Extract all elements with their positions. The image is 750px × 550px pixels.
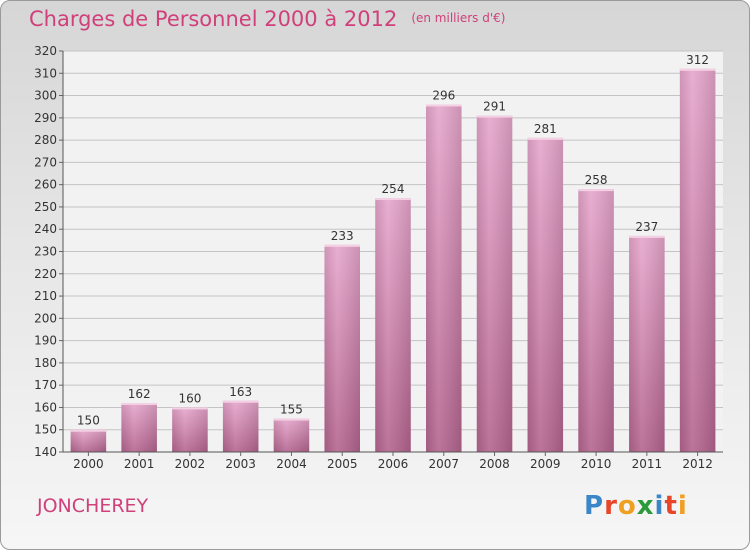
bar-top-edge xyxy=(527,137,564,140)
place-name: JONCHEREY xyxy=(37,495,149,517)
x-tick-label: 2006 xyxy=(378,457,409,471)
data-label: 281 xyxy=(534,122,557,136)
bar-top-edge xyxy=(679,68,716,71)
logo-letter: i xyxy=(654,491,665,521)
bar-top-edge xyxy=(222,400,259,403)
bar-shading xyxy=(629,235,665,452)
bar-shading xyxy=(172,407,208,452)
x-tick-label: 2010 xyxy=(581,457,612,471)
data-label: 237 xyxy=(635,220,658,234)
bar-top-edge xyxy=(172,407,208,410)
axes: 140 150 160 170 180 190 200 210 220 230 240 250 260 2… xyxy=(34,44,723,471)
y-tick-label: 250 xyxy=(34,200,57,214)
data-label: 254 xyxy=(382,182,405,196)
y-tick-label: 290 xyxy=(34,111,57,125)
x-tick-label: 2000 xyxy=(73,457,104,471)
data-label: 233 xyxy=(331,229,354,243)
bar-top-edge xyxy=(324,244,360,247)
bar-shading xyxy=(70,429,107,452)
title-text: Charges de Personnel 2000 à 2012 xyxy=(29,7,398,31)
bar-shading xyxy=(679,68,716,453)
logo-letter: P xyxy=(584,491,605,521)
y-tick-label: 280 xyxy=(34,133,57,147)
chart-title: Charges de Personnel 2000 à 2012 (en mill… xyxy=(29,7,505,31)
bar-shading xyxy=(578,189,614,452)
y-tick-label: 270 xyxy=(34,155,57,169)
chart-subtitle: (en milliers d'€) xyxy=(411,11,506,25)
x-tick-label: 2007 xyxy=(428,457,459,471)
data-label: 312 xyxy=(686,53,709,67)
y-tick-label: 180 xyxy=(34,356,57,370)
y-tick-label: 160 xyxy=(34,400,57,414)
bar-top-edge xyxy=(629,235,665,238)
y-tick-label: 230 xyxy=(34,245,57,259)
bar-shading xyxy=(121,402,157,452)
x-tick-label: 2011 xyxy=(632,457,663,471)
bar-top-edge xyxy=(375,198,411,201)
x-tick-label: 2012 xyxy=(682,457,713,471)
data-label: 155 xyxy=(280,403,303,417)
data-label: 296 xyxy=(432,88,455,102)
data-label: 291 xyxy=(483,100,506,114)
y-tick-label: 190 xyxy=(34,334,57,348)
bar-shading xyxy=(527,137,564,452)
bar-shading xyxy=(375,198,411,452)
bar-shading xyxy=(222,400,259,452)
logo-letter: r xyxy=(604,491,618,521)
y-tick-label: 170 xyxy=(34,378,57,392)
bar-top-edge xyxy=(426,104,462,107)
data-label: 160 xyxy=(178,391,201,405)
x-tick-label: 2008 xyxy=(479,457,510,471)
y-tick-label: 260 xyxy=(34,178,57,192)
bar-shading xyxy=(324,244,360,452)
bar-top-edge xyxy=(273,418,310,421)
bar-top-edge xyxy=(578,189,614,192)
x-tick-label: 2002 xyxy=(175,457,206,471)
y-tick-label: 320 xyxy=(34,44,57,58)
proxiti-logo: Proxiti xyxy=(584,491,688,521)
y-tick-label: 140 xyxy=(34,445,57,459)
data-label: 162 xyxy=(128,387,151,401)
bar-top-edge xyxy=(70,429,107,432)
y-tick-label: 150 xyxy=(34,423,57,437)
y-tick-label: 200 xyxy=(34,311,57,325)
bar-shading xyxy=(426,104,462,452)
logo-letter: o xyxy=(617,491,637,521)
data-label: 150 xyxy=(77,414,100,428)
y-tick-label: 300 xyxy=(34,89,57,103)
x-tick-label: 2003 xyxy=(225,457,256,471)
bars xyxy=(70,68,716,453)
bar-top-edge xyxy=(121,402,157,405)
x-tick-label: 2009 xyxy=(530,457,561,471)
x-tick-label: 2001 xyxy=(124,457,155,471)
y-tick-label: 240 xyxy=(34,222,57,236)
bar-top-edge xyxy=(476,115,513,118)
x-tick-label: 2005 xyxy=(327,457,358,471)
bar-shading xyxy=(273,418,310,452)
y-tick-label: 210 xyxy=(34,289,57,303)
logo-letter: t xyxy=(664,491,678,521)
y-tick-label: 310 xyxy=(34,66,57,80)
y-tick-label: 220 xyxy=(34,267,57,281)
x-tick-label: 2004 xyxy=(276,457,307,471)
logo-letter: x xyxy=(636,491,655,521)
data-label: 258 xyxy=(585,173,608,187)
data-label: 163 xyxy=(229,385,252,399)
bar-shading xyxy=(476,115,513,452)
logo-letter: i xyxy=(677,491,688,521)
